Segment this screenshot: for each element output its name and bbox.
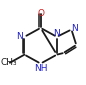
Text: N: N [71, 24, 78, 33]
Text: NH: NH [34, 64, 47, 73]
Text: N: N [17, 32, 23, 41]
Text: CH₃: CH₃ [1, 58, 17, 67]
Text: N: N [53, 29, 60, 39]
Text: O: O [37, 9, 44, 18]
